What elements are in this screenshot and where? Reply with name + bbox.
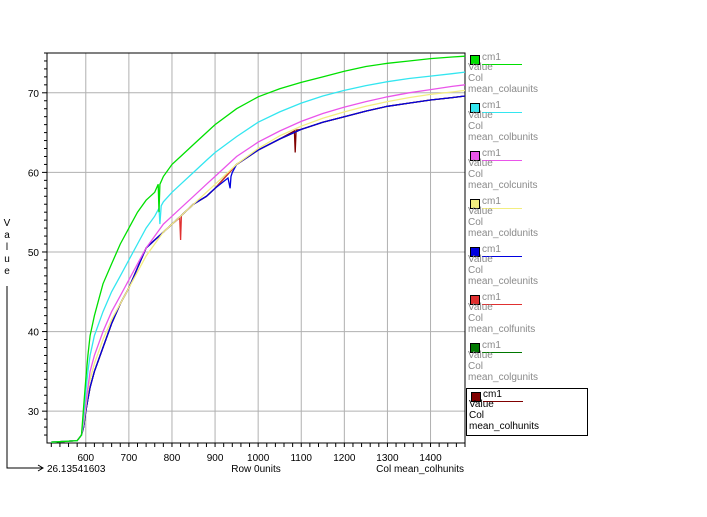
legend-swatch xyxy=(470,199,480,209)
series-lines xyxy=(51,55,466,443)
legend-item[interactable]: cm1 Value Col mean_colhunits xyxy=(466,388,588,436)
legend-detail-text: Col xyxy=(468,73,484,84)
legend-detail-text: mean_coldunits xyxy=(468,228,539,239)
x-tick-label: 1100 xyxy=(290,453,312,464)
origin-arrowhead xyxy=(37,464,44,472)
legend-detail-text: mean_coleunits xyxy=(468,276,539,287)
legend-detail-text: Col xyxy=(468,121,484,132)
legend-detail-text: Col xyxy=(468,217,484,228)
legend-series-name: cm1 xyxy=(482,244,501,255)
legend-detail-text: Value xyxy=(468,62,493,73)
x-axis-caption: Col mean_colhunits xyxy=(376,464,464,475)
y-tick-label: 40 xyxy=(28,328,40,339)
legend-detail-text: mean_colaunits xyxy=(468,84,539,95)
legend-detail-text: mean_colhunits xyxy=(469,421,540,432)
legend: cm1 Value Col mean_colaunits cm1 Value Col mean… xyxy=(466,52,588,436)
legend-detail-text: Value xyxy=(468,158,493,169)
legend-item[interactable]: cm1 Value Col mean_colfunits xyxy=(466,292,588,340)
y-tick-label: 70 xyxy=(28,89,40,100)
legend-swatch xyxy=(470,343,480,353)
x-tick-label: 1400 xyxy=(419,453,442,464)
plot-frame xyxy=(46,52,466,444)
legend-series-name: cm1 xyxy=(482,196,501,207)
x-tick-label: 900 xyxy=(207,453,224,464)
legend-swatch xyxy=(470,151,480,161)
legend-line-sample xyxy=(482,256,522,257)
series-line-4 xyxy=(51,89,466,443)
legend-detail-text: Value xyxy=(468,302,493,313)
x-axis-ticks: 600 700 800 900 1000 1100 1200 1300 1400 xyxy=(50,443,466,464)
legend-series-name: cm1 xyxy=(482,292,501,303)
series-line-3 xyxy=(51,84,466,443)
legend-series-name: cm1 xyxy=(482,100,501,111)
legend-item[interactable]: cm1 Value Col mean_colcunits xyxy=(466,148,588,196)
legend-detail-text: mean_colgunits xyxy=(468,372,539,383)
legend-line-sample xyxy=(482,304,522,305)
origin-arrow xyxy=(6,286,42,469)
y-axis-label-letter: u xyxy=(4,254,10,265)
legend-detail-text: Value xyxy=(468,110,493,121)
legend-detail-text: Col xyxy=(468,361,484,372)
y-tick-label: 60 xyxy=(28,168,40,179)
legend-swatch xyxy=(470,295,480,305)
y-axis-label-letter: a xyxy=(4,230,10,241)
legend-detail-text: Value xyxy=(468,254,493,265)
x-tick-label: 1000 xyxy=(247,453,270,464)
x-tick-label: 1200 xyxy=(333,453,356,464)
legend-line-sample xyxy=(483,401,523,402)
origin-value: 26.13541603 xyxy=(47,464,106,475)
legend-series-name: cm1 xyxy=(482,340,501,351)
legend-detail-text: Col xyxy=(468,169,484,180)
legend-swatch xyxy=(471,392,481,402)
legend-detail-text: Col xyxy=(468,313,484,324)
legend-detail-text: Col xyxy=(468,265,484,276)
y-tick-label: 30 xyxy=(28,407,40,418)
legend-line-sample xyxy=(482,160,522,161)
legend-item[interactable]: cm1 Value Col mean_coldunits xyxy=(466,196,588,244)
y-axis-ticks: 30 40 50 60 70 xyxy=(28,52,47,436)
x-tick-label: 700 xyxy=(121,453,138,464)
legend-detail-text: mean_colcunits xyxy=(468,180,538,191)
legend-detail-text: Value xyxy=(468,350,493,361)
legend-line-sample xyxy=(482,352,522,353)
legend-detail-text: Col xyxy=(469,410,485,421)
legend-line-sample xyxy=(482,208,522,209)
x-tick-label: 800 xyxy=(164,453,181,464)
legend-series-name: cm1 xyxy=(483,389,502,400)
series-line-2 xyxy=(51,71,466,443)
x-tick-label: 1300 xyxy=(376,453,399,464)
y-tick-label: 50 xyxy=(28,248,40,259)
legend-item[interactable]: cm1 Value Col mean_colgunits xyxy=(466,340,588,388)
y-axis-label-letter: l xyxy=(5,242,9,253)
legend-detail-text: Value xyxy=(468,206,493,217)
legend-series-name: cm1 xyxy=(482,52,501,63)
legend-detail-text: Value xyxy=(469,399,494,410)
legend-item[interactable]: cm1 Value Col mean_colbunits xyxy=(466,100,588,148)
x-axis-label: Row 0units xyxy=(231,464,280,475)
legend-detail-text: mean_colbunits xyxy=(468,132,539,143)
grid xyxy=(47,53,465,443)
legend-swatch xyxy=(470,55,480,65)
legend-item[interactable]: cm1 Value Col mean_coleunits xyxy=(466,244,588,292)
legend-series-name: cm1 xyxy=(482,148,501,159)
legend-line-sample xyxy=(482,64,522,65)
legend-swatch xyxy=(470,247,480,257)
legend-detail-text: mean_colfunits xyxy=(468,324,536,335)
legend-swatch xyxy=(470,103,480,113)
x-tick-label: 600 xyxy=(77,453,94,464)
y-axis-label-letter: e xyxy=(4,266,10,277)
legend-item[interactable]: cm1 Value Col mean_colaunits xyxy=(466,52,588,100)
series-line-1 xyxy=(51,55,466,443)
y-axis-label-letter: V xyxy=(3,218,11,229)
legend-line-sample xyxy=(482,112,522,113)
